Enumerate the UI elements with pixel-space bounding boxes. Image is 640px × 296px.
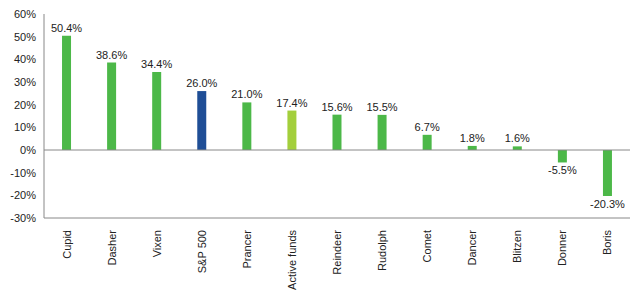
svg-text:Boris: Boris xyxy=(601,230,613,256)
svg-text:Vixen: Vixen xyxy=(151,230,163,257)
svg-text:S&P 500: S&P 500 xyxy=(196,230,208,273)
svg-text:0%: 0% xyxy=(20,144,36,156)
svg-text:1.6%: 1.6% xyxy=(505,132,530,144)
svg-text:-30%: -30% xyxy=(10,212,36,224)
svg-text:-20%: -20% xyxy=(10,189,36,201)
svg-text:Active funds: Active funds xyxy=(286,230,298,290)
svg-text:30%: 30% xyxy=(14,76,36,88)
svg-text:Cupid: Cupid xyxy=(61,230,73,259)
svg-text:-20.3%: -20.3% xyxy=(590,198,625,210)
svg-text:Dancer: Dancer xyxy=(466,230,478,266)
svg-text:10%: 10% xyxy=(14,121,36,133)
svg-text:34.4%: 34.4% xyxy=(141,58,172,70)
svg-text:-5.5%: -5.5% xyxy=(548,164,577,176)
svg-text:17.4%: 17.4% xyxy=(276,97,307,109)
svg-text:Blitzen: Blitzen xyxy=(511,230,523,263)
svg-text:Prancer: Prancer xyxy=(241,230,253,269)
svg-text:Dasher: Dasher xyxy=(106,230,118,266)
svg-text:6.7%: 6.7% xyxy=(415,121,440,133)
svg-text:21.0%: 21.0% xyxy=(231,88,262,100)
svg-text:1.8%: 1.8% xyxy=(460,132,485,144)
svg-text:Rudolph: Rudolph xyxy=(376,230,388,271)
svg-text:Comet: Comet xyxy=(421,230,433,262)
svg-text:26.0%: 26.0% xyxy=(186,77,217,89)
svg-text:50%: 50% xyxy=(14,31,36,43)
svg-text:Reindeer: Reindeer xyxy=(331,230,343,275)
svg-text:Donner: Donner xyxy=(556,230,568,266)
svg-text:15.5%: 15.5% xyxy=(366,101,397,113)
svg-text:-10%: -10% xyxy=(10,167,36,179)
svg-text:38.6%: 38.6% xyxy=(96,49,127,61)
svg-text:60%: 60% xyxy=(14,8,36,20)
svg-text:20%: 20% xyxy=(14,99,36,111)
svg-text:50.4%: 50.4% xyxy=(51,22,82,34)
svg-text:40%: 40% xyxy=(14,53,36,65)
svg-text:15.6%: 15.6% xyxy=(321,101,352,113)
